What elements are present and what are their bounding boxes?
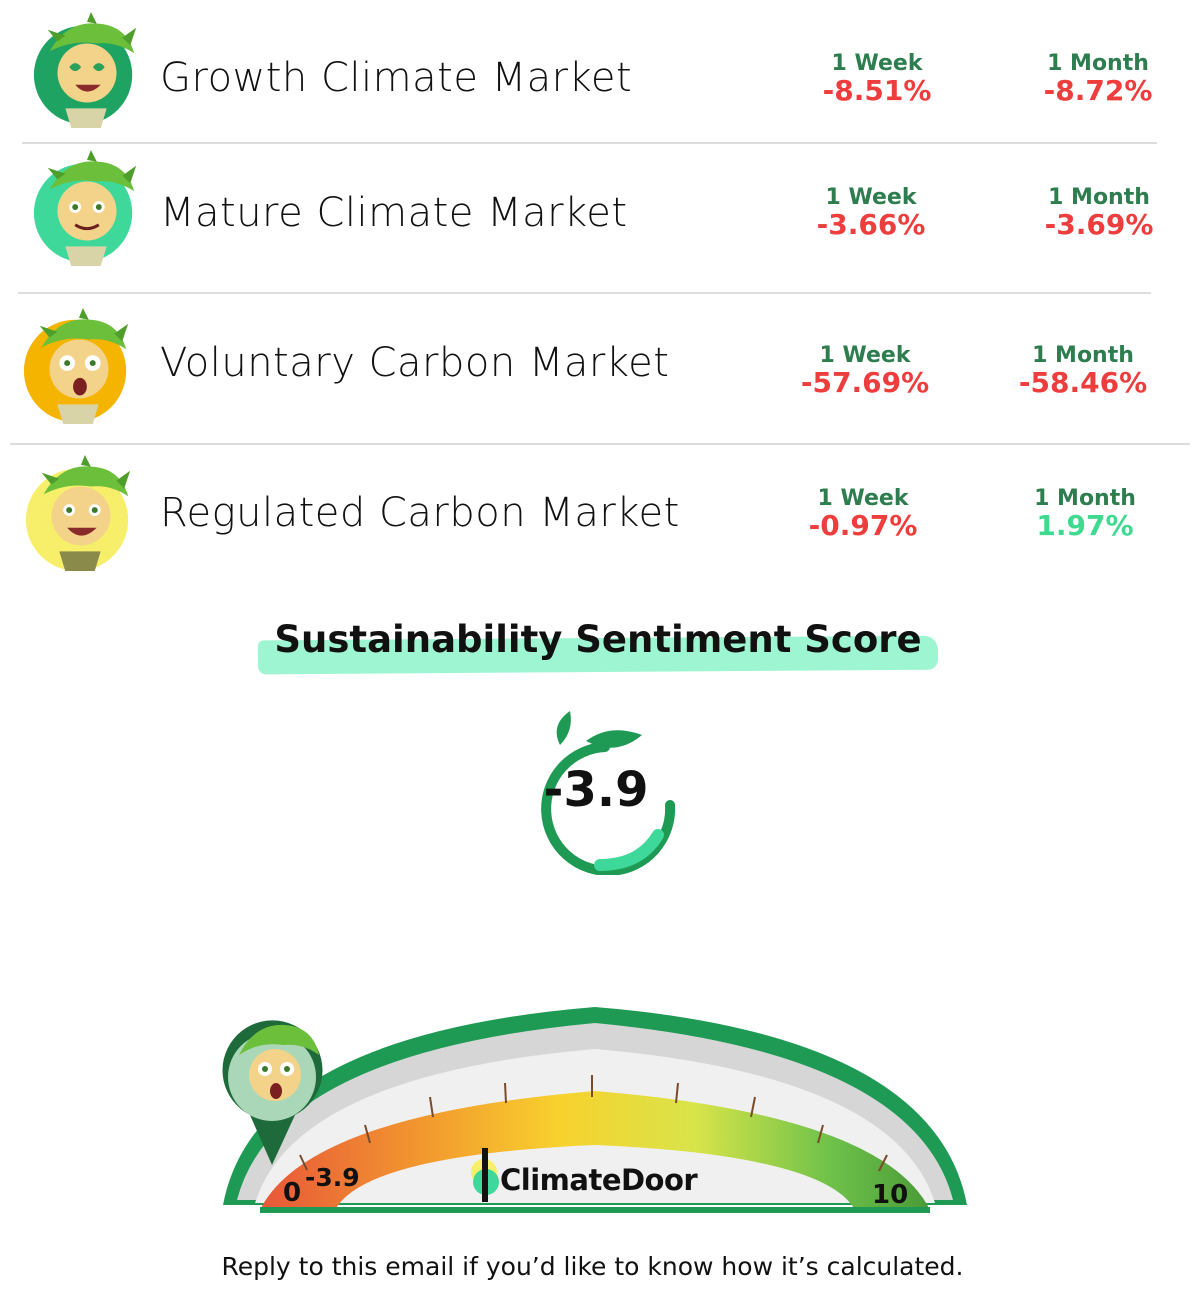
gauge-min-label: 0 bbox=[283, 1178, 302, 1208]
sentiment-score-value: -3.9 bbox=[543, 762, 649, 818]
week-stat: 1 Week -57.69% bbox=[790, 344, 940, 398]
week-label: 1 Week bbox=[817, 486, 909, 511]
divider bbox=[18, 292, 1151, 294]
divider bbox=[22, 142, 1157, 144]
elf-happy-avatar-icon bbox=[20, 455, 138, 573]
month-stat: 1 Month 1.97% bbox=[1010, 487, 1160, 541]
climatedoor-logo-icon bbox=[471, 1148, 499, 1202]
sentiment-title-text: Sustainability Sentiment Score bbox=[274, 618, 922, 661]
week-stat: 1 Week -8.51% bbox=[802, 52, 952, 106]
week-stat: 1 Week -0.97% bbox=[788, 487, 938, 541]
market-name: Voluntary Carbon Market bbox=[160, 340, 670, 386]
gauge-needle-label: -3.9 bbox=[305, 1163, 360, 1192]
month-stat: 1 Month -58.46% bbox=[1008, 344, 1158, 398]
week-value: -8.51% bbox=[822, 74, 932, 107]
elf-smiling-avatar-icon bbox=[28, 150, 146, 268]
week-label: 1 Week bbox=[825, 185, 917, 210]
sentiment-score: -3.9 bbox=[0, 762, 1200, 818]
month-stat: 1 Month -3.69% bbox=[1024, 186, 1174, 240]
month-stat: 1 Month -8.72% bbox=[1023, 52, 1173, 106]
week-label: 1 Week bbox=[831, 51, 923, 76]
sentiment-gauge bbox=[223, 1007, 967, 1213]
month-value: -8.72% bbox=[1043, 74, 1153, 107]
elf-heart-eyes-avatar-icon bbox=[28, 12, 146, 130]
brand-name: ClimateDoor bbox=[500, 1163, 698, 1197]
month-value: -58.46% bbox=[1018, 366, 1148, 399]
month-label: 1 Month bbox=[1047, 51, 1149, 76]
month-value: 1.97% bbox=[1036, 509, 1134, 542]
month-label: 1 Month bbox=[1032, 343, 1134, 368]
month-value: -3.69% bbox=[1044, 208, 1154, 241]
sentiment-title: Sustainability Sentiment Score bbox=[257, 618, 939, 675]
month-label: 1 Month bbox=[1048, 185, 1150, 210]
month-label: 1 Month bbox=[1034, 486, 1136, 511]
market-name: Mature Climate Market bbox=[160, 190, 628, 236]
week-value: -57.69% bbox=[800, 366, 930, 399]
elf-shocked-avatar-icon bbox=[18, 308, 136, 426]
divider bbox=[10, 443, 1190, 445]
leaf-ring-icon bbox=[541, 711, 676, 875]
market-name: Growth Climate Market bbox=[160, 55, 633, 101]
gauge-max-label: 10 bbox=[872, 1180, 909, 1210]
footer-note: Reply to this email if you’d like to kno… bbox=[221, 1252, 964, 1281]
market-name: Regulated Carbon Market bbox=[160, 490, 680, 536]
week-label: 1 Week bbox=[819, 343, 911, 368]
week-stat: 1 Week -3.66% bbox=[796, 186, 946, 240]
elf-shocked-pin-icon bbox=[222, 1020, 323, 1165]
week-value: -0.97% bbox=[808, 509, 918, 542]
week-value: -3.66% bbox=[816, 208, 926, 241]
